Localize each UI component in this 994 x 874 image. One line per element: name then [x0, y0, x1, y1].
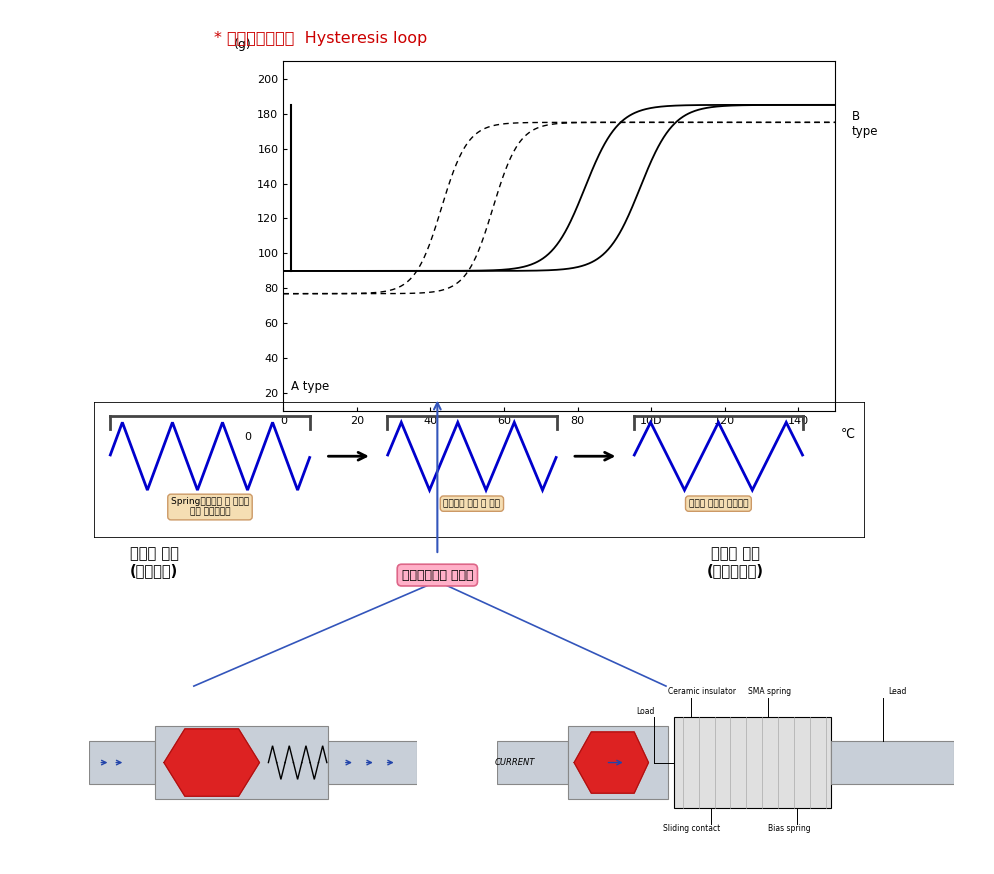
Bar — [569, 725, 669, 799]
Polygon shape — [164, 729, 259, 796]
Text: 동작전 상태
(회로연결): 동작전 상태 (회로연결) — [129, 546, 179, 579]
Text: A type: A type — [290, 380, 329, 393]
Bar — [328, 741, 417, 784]
Text: 상온으로 냉각 및 조립: 상온으로 냉각 및 조립 — [443, 499, 500, 508]
Text: B
type: B type — [852, 110, 878, 138]
Bar — [831, 741, 954, 784]
Text: 0: 0 — [244, 432, 250, 441]
Bar — [155, 725, 328, 799]
Text: 형상기억합금 스프링: 형상기억합금 스프링 — [402, 569, 473, 581]
Text: Load: Load — [636, 706, 655, 716]
Text: 과열시 스프링 복원형상: 과열시 스프링 복원형상 — [689, 499, 748, 508]
Text: Spring형상가공 및 메모리
효과 열처리가공: Spring형상가공 및 메모리 효과 열처리가공 — [171, 497, 249, 517]
Text: Bias spring: Bias spring — [768, 824, 811, 834]
Text: Ceramic insulator: Ceramic insulator — [669, 687, 737, 696]
Text: Sliding contact: Sliding contact — [663, 824, 720, 834]
Bar — [674, 717, 831, 808]
Bar — [89, 741, 155, 784]
Text: ℃: ℃ — [841, 428, 855, 441]
Text: Lead: Lead — [889, 687, 907, 696]
Text: 동작후 상태
(회로끊어짘): 동작후 상태 (회로끊어짘) — [707, 546, 764, 579]
Polygon shape — [575, 732, 648, 794]
Text: SMA spring: SMA spring — [748, 687, 791, 696]
Text: * 형상기억합금의  Hysteresis loop: * 형상기억합금의 Hysteresis loop — [214, 31, 427, 45]
Text: (g): (g) — [234, 38, 251, 51]
Bar — [497, 741, 569, 784]
Text: CURRENT: CURRENT — [494, 758, 535, 767]
